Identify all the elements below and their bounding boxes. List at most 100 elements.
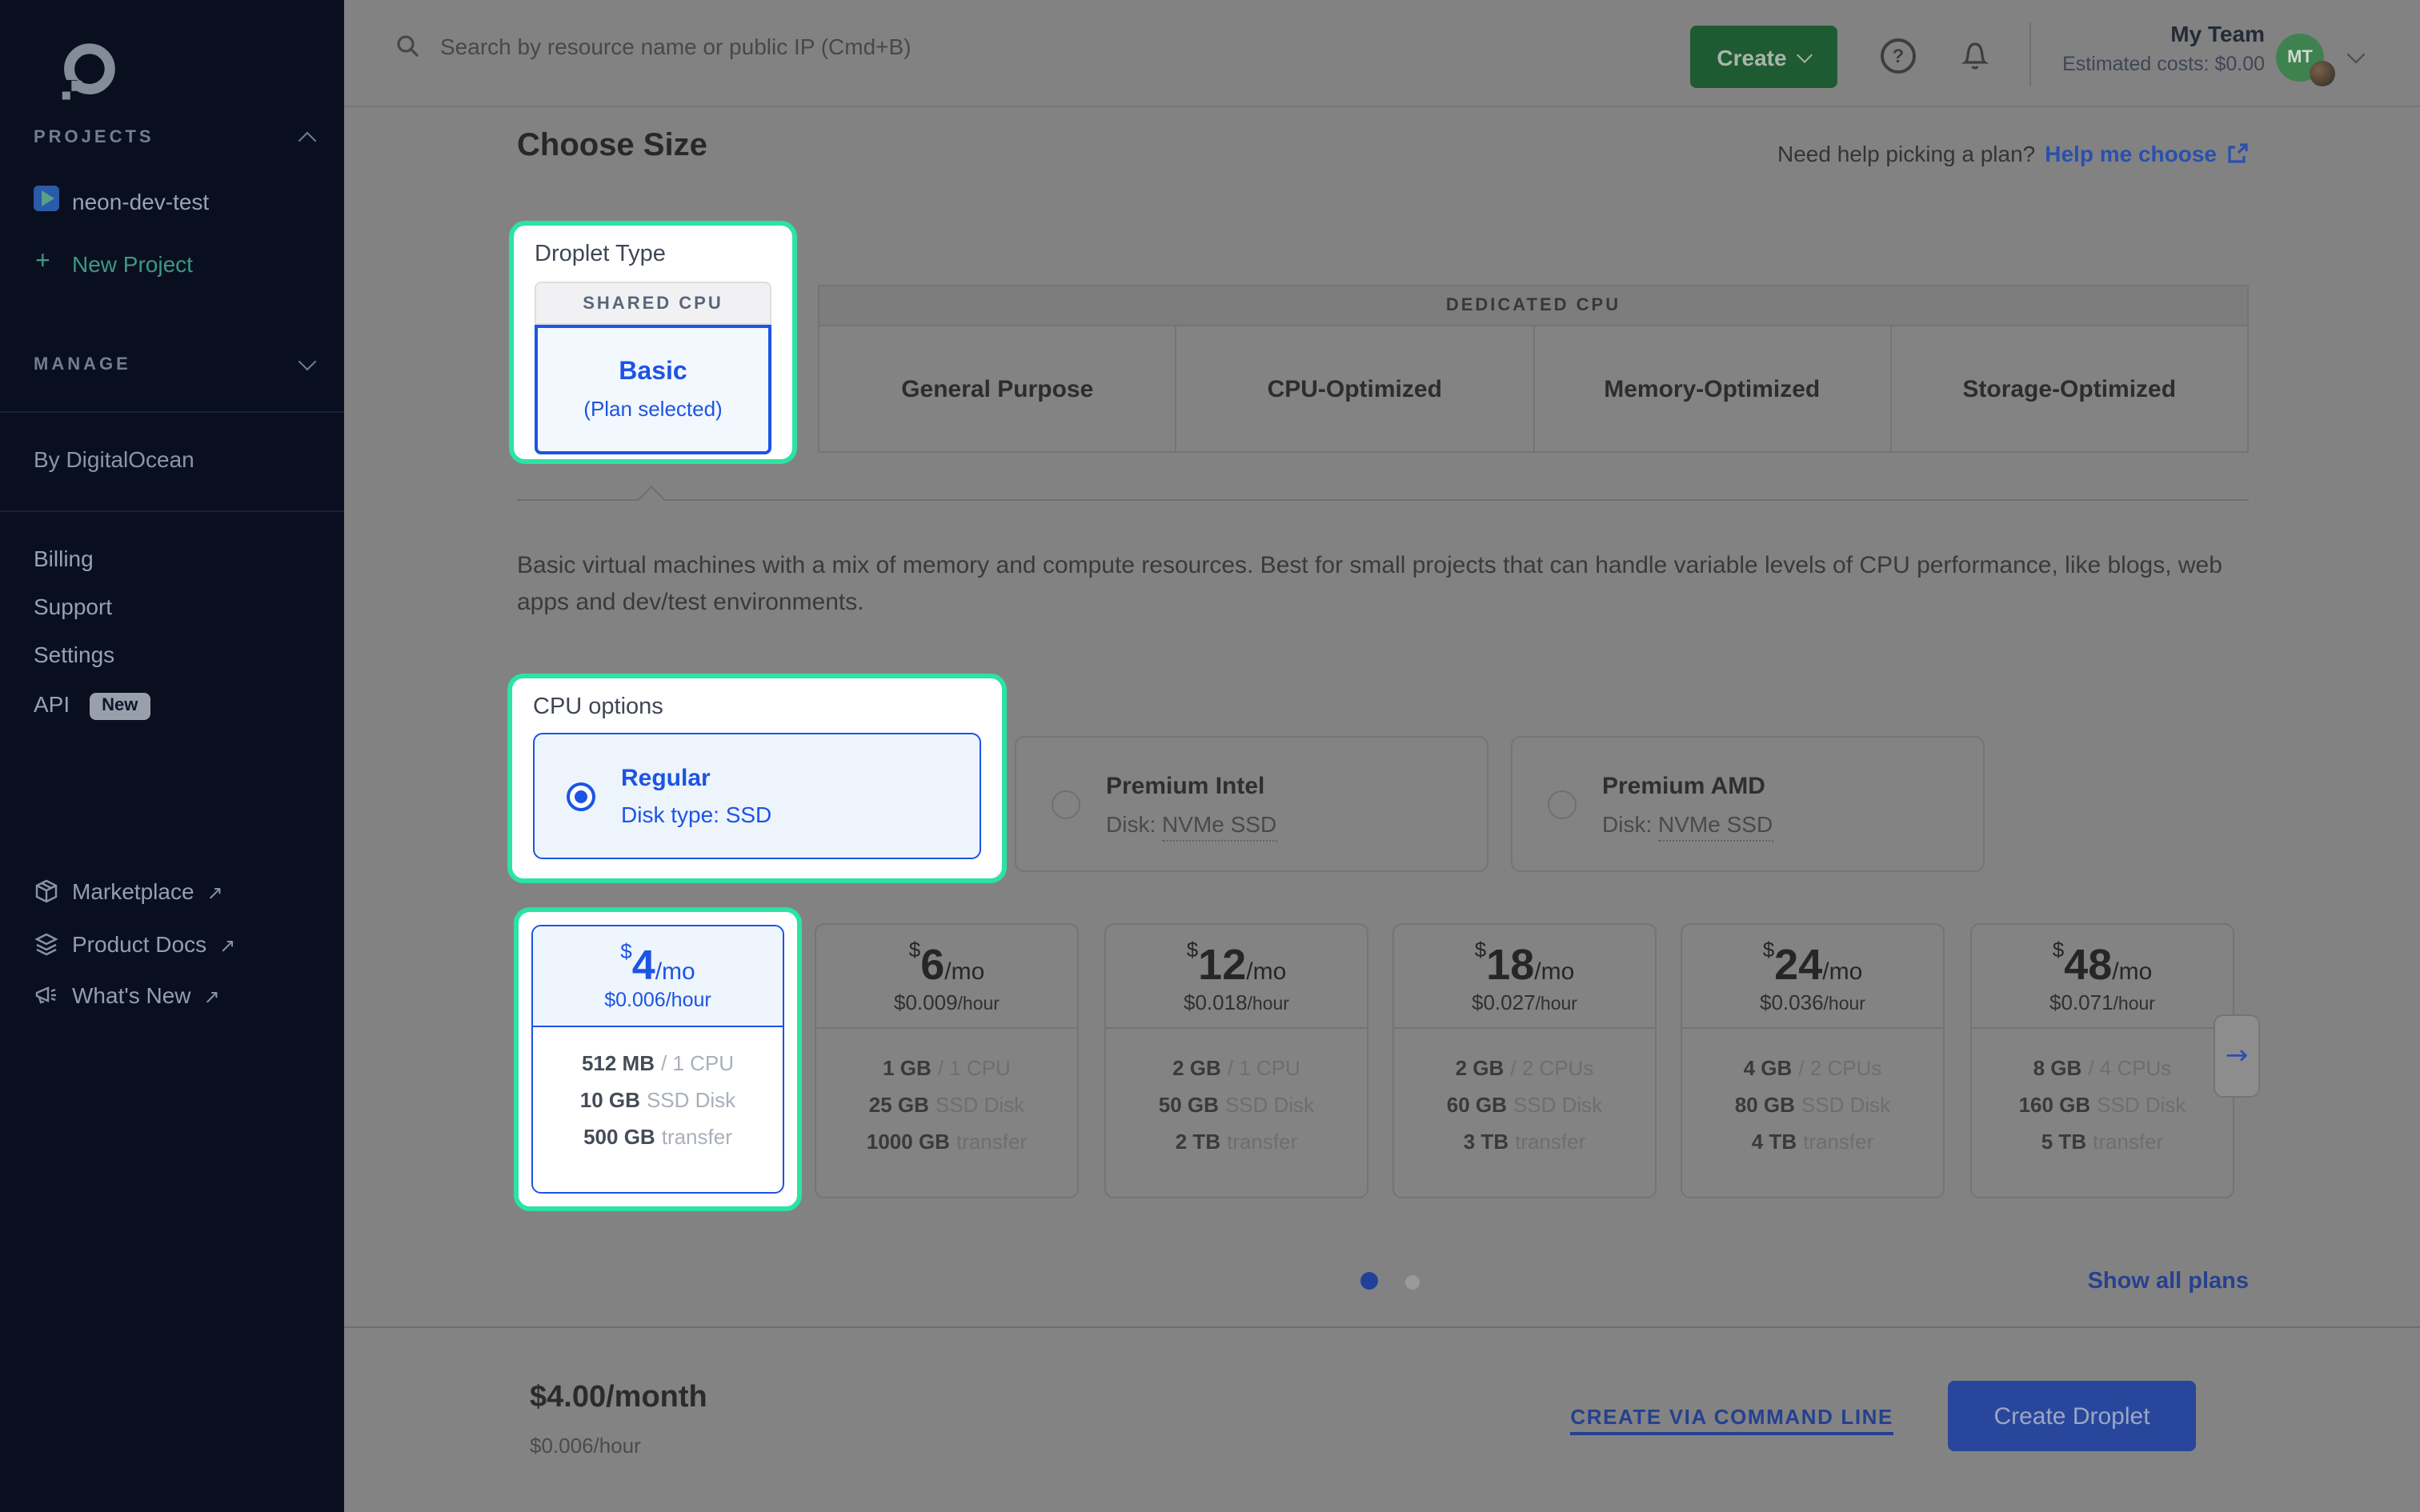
tab-shared-cpu[interactable]: SHARED CPU xyxy=(535,282,771,325)
team-avatar[interactable]: MT xyxy=(2276,34,2324,82)
transfer-label: transfer xyxy=(1227,1130,1298,1154)
transfer-label: transfer xyxy=(661,1125,732,1149)
plan-card-18[interactable]: $18/mo $0.027/hour 2 GB/ 2 CPUs 60 GB SSD… xyxy=(1392,923,1657,1198)
hourly-price: $0.027 xyxy=(1472,990,1536,1014)
account-summary[interactable]: My Team Estimated costs: $0.00 xyxy=(1977,21,2265,75)
plan-price-header: $48/mo $0.071/hour xyxy=(1972,925,2233,1029)
sidebar: PROJECTS neon-dev-test + New Project MAN… xyxy=(0,0,344,1512)
plan-basic-selected[interactable]: Basic (Plan selected) xyxy=(535,325,771,454)
avatar-initials: MT xyxy=(2287,48,2313,67)
radio-unselected-icon[interactable] xyxy=(1548,790,1577,818)
chevron-down-icon[interactable] xyxy=(298,352,317,371)
sidebar-item-marketplace[interactable]: Marketplace ↗ xyxy=(72,878,223,904)
plan-specs: 2 GB/ 2 CPUs 60 GB SSD Disk 3 TB transfer xyxy=(1394,1029,1655,1154)
per-month: /mo xyxy=(2112,958,2153,985)
disk-label: SSD Disk xyxy=(1512,1093,1603,1117)
project-play-glyph xyxy=(42,190,54,206)
help-row: Need help picking a plan? Help me choose xyxy=(1777,141,2249,166)
hourly-unit: /hour xyxy=(2113,994,2155,1014)
carousel-dot-active[interactable] xyxy=(1360,1272,1378,1290)
plan-card-48[interactable]: $48/mo $0.071/hour 8 GB/ 4 CPUs 160 GB SS… xyxy=(1970,923,2234,1198)
plan-card-24[interactable]: $24/mo $0.036/hour 4 GB/ 2 CPUs 80 GB SSD… xyxy=(1681,923,1945,1198)
sidebar-item-billing[interactable]: Billing xyxy=(34,546,94,571)
per-month: /mo xyxy=(1822,958,1863,985)
cpu-count: / 2 CPUs xyxy=(1510,1056,1594,1080)
cpu-option-regular[interactable]: Regular Disk type: SSD xyxy=(533,733,981,859)
digitalocean-logo[interactable] xyxy=(51,35,125,117)
selected-tab-caret xyxy=(638,486,665,513)
plan-card-6[interactable]: $6/mo $0.009/hour 1 GB/ 1 CPU 25 GB SSD D… xyxy=(815,923,1079,1198)
chevron-up-icon[interactable] xyxy=(298,131,317,150)
plan-4-highlight: $4/mo $0.006/hour 512 MB/ 1 CPU 10 GB SSD… xyxy=(514,907,802,1211)
show-all-plans-link[interactable]: Show all plans xyxy=(2087,1269,2249,1294)
notifications-bell-icon[interactable] xyxy=(1959,38,1991,82)
currency: $ xyxy=(908,937,921,961)
disk-size: 25 GB xyxy=(868,1093,929,1117)
help-me-choose-link[interactable]: Help me choose xyxy=(2045,141,2217,166)
carousel-dot[interactable] xyxy=(1405,1275,1420,1290)
api-label: API xyxy=(34,691,70,717)
external-link-arrow-icon: ↗ xyxy=(219,934,236,957)
ram: 8 GB xyxy=(2033,1056,2082,1080)
cpu-option-premium-intel[interactable]: Premium Intel Disk: NVMe SSD xyxy=(1015,736,1488,872)
create-via-command-line-link[interactable]: CREATE VIA COMMAND LINE xyxy=(1570,1405,1893,1435)
disk-label: SSD Disk xyxy=(1224,1093,1315,1117)
hourly-price: $0.036 xyxy=(1760,990,1824,1014)
sidebar-item-new-project[interactable]: New Project xyxy=(72,251,193,277)
marketplace-label: Marketplace xyxy=(72,878,194,904)
create-label: Create xyxy=(1717,44,1787,70)
sidebar-item-by-digitalocean[interactable]: By DigitalOcean xyxy=(34,446,194,472)
header-divider xyxy=(2029,22,2031,86)
tab-storage-optimized[interactable]: Storage-Optimized xyxy=(1889,326,2247,451)
ram: 4 GB xyxy=(1743,1056,1793,1080)
currency: $ xyxy=(1474,937,1487,961)
disk-size: 160 GB xyxy=(2018,1093,2091,1117)
transfer-size: 1000 GB xyxy=(866,1130,950,1154)
plan-card-4-selected[interactable]: $4/mo $0.006/hour 512 MB/ 1 CPU 10 GB SSD… xyxy=(531,925,784,1194)
radio-unselected-icon[interactable] xyxy=(1052,790,1080,818)
projects-section-label: PROJECTS xyxy=(34,128,154,147)
sidebar-item-api[interactable]: API New xyxy=(34,691,151,722)
price: 48 xyxy=(2064,940,2113,988)
price: 12 xyxy=(1198,940,1247,988)
sidebar-item-project[interactable]: neon-dev-test xyxy=(72,189,210,214)
hourly-price: $0.018 xyxy=(1184,990,1248,1014)
transfer-size: 500 GB xyxy=(583,1125,655,1149)
price: 4 xyxy=(631,941,655,989)
cpu-count: / 2 CPUs xyxy=(1798,1056,1882,1080)
radio-selected-icon[interactable] xyxy=(567,782,595,810)
sidebar-item-settings[interactable]: Settings xyxy=(34,642,115,667)
monthly-total: $4.00/month xyxy=(530,1381,707,1414)
sidebar-item-product-docs[interactable]: Product Docs ↗ xyxy=(72,931,235,957)
help-icon[interactable]: ? xyxy=(1881,38,1916,74)
tab-cpu-optimized[interactable]: CPU-Optimized xyxy=(1175,326,1533,451)
global-search xyxy=(395,32,1276,61)
create-droplet-button[interactable]: Create Droplet xyxy=(1948,1381,2196,1451)
droplet-type-label: Droplet Type xyxy=(535,242,666,267)
whats-new-label: What's New xyxy=(72,982,191,1008)
price: 6 xyxy=(920,940,945,988)
basic-label: Basic xyxy=(619,358,687,386)
create-menu-button[interactable]: Create xyxy=(1690,26,1837,88)
chevron-down-icon[interactable] xyxy=(2346,45,2366,64)
regular-label: Regular xyxy=(621,765,711,792)
dedicated-cpu-tabs: General Purpose CPU-Optimized Memory-Opt… xyxy=(818,326,2249,453)
tab-general-purpose[interactable]: General Purpose xyxy=(819,326,1176,451)
sidebar-item-whats-new[interactable]: What's New ↗ xyxy=(72,982,220,1008)
tab-dedicated-cpu[interactable]: DEDICATED CPU xyxy=(818,285,2249,326)
hourly-price: $0.009 xyxy=(894,990,958,1014)
plan-description: Basic virtual machines with a mix of mem… xyxy=(517,552,2222,616)
premium-intel-label: Premium Intel xyxy=(1106,772,1265,799)
plan-card-12[interactable]: $12/mo $0.018/hour 2 GB/ 1 CPU 50 GB SSD … xyxy=(1104,923,1368,1198)
product-docs-label: Product Docs xyxy=(72,931,207,957)
sidebar-divider xyxy=(0,510,344,512)
tab-memory-optimized[interactable]: Memory-Optimized xyxy=(1533,326,1890,451)
cpu-option-premium-amd[interactable]: Premium AMD Disk: NVMe SSD xyxy=(1511,736,1985,872)
cpu-count: / 1 CPU xyxy=(937,1056,1011,1080)
ram: 2 GB xyxy=(1455,1056,1504,1080)
droplet-type-highlight: Droplet Type SHARED CPU Basic (Plan sele… xyxy=(509,221,797,464)
carousel-next-button[interactable]: → xyxy=(2214,1014,2260,1098)
currency: $ xyxy=(2052,937,2065,961)
sidebar-item-support[interactable]: Support xyxy=(34,594,113,619)
search-input[interactable] xyxy=(437,32,1276,61)
